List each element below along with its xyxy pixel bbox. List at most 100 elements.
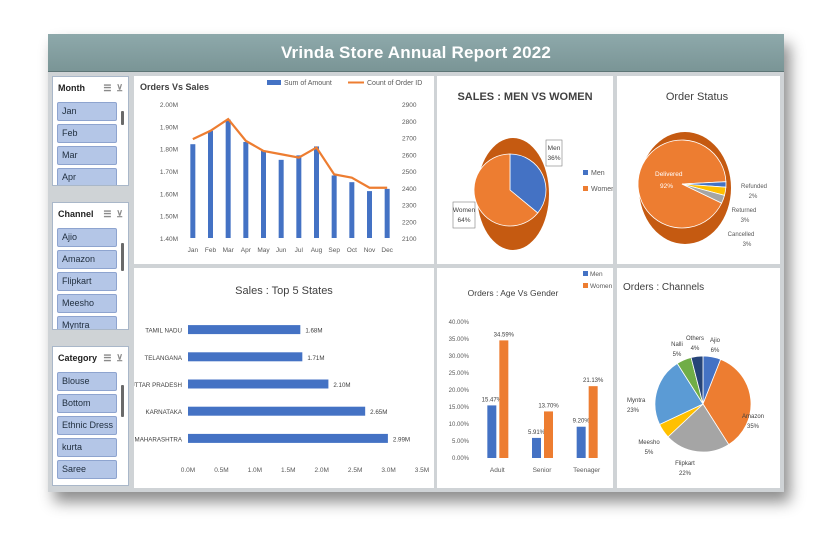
data-label-men-value: 36% xyxy=(547,155,560,162)
multi-select-icon[interactable]: ☰ xyxy=(103,208,112,219)
slicer-item-ethnic-dress[interactable]: Ethnic Dress xyxy=(57,416,117,435)
x-tick-label: Aug xyxy=(311,247,323,254)
dashboard-frame: Vrinda Store Annual Report 2022 Month ☰ … xyxy=(48,34,784,492)
bar-karnataka xyxy=(188,406,366,416)
bar-sum-of-amount-aug xyxy=(314,146,319,238)
legend-swatch-women xyxy=(583,283,588,288)
right-tick-label: 2700 xyxy=(402,136,417,143)
data-label-women-value: 64% xyxy=(457,217,470,224)
category-slicer: Category ☰ ⊻ Blouse Bottom Ethnic Dress … xyxy=(52,346,129,486)
chart-title: Orders Vs Sales xyxy=(140,82,209,92)
bar-sum-of-amount-sep xyxy=(331,175,337,238)
y-tick-label: TAMIL NADU xyxy=(145,328,182,335)
left-tick-label: 1.40M xyxy=(160,236,178,243)
slicer-item-bottom[interactable]: Bottom xyxy=(57,394,117,413)
right-tick-label: 2600 xyxy=(402,152,417,159)
chart-title: Orders : Age Vs Gender xyxy=(468,288,559,298)
data-label-delivered-value: 92% xyxy=(660,183,673,190)
legend-label-women: Women xyxy=(591,186,613,193)
data-label-flipkart-value: 22% xyxy=(679,471,692,477)
data-label-cancelled-name: Cancelled xyxy=(728,232,755,238)
y-tick-label: 30.00% xyxy=(449,354,470,360)
slicer-item-meesho[interactable]: Meesho xyxy=(57,294,117,313)
data-label-returned-value: 3% xyxy=(741,218,750,224)
top-states-chart: Sales : Top 5 States TAMIL NADU 1.68M TELAN… xyxy=(134,285,429,474)
x-tick-label: 3.0M xyxy=(381,467,395,474)
bar-sum-of-amount-jun xyxy=(278,159,284,238)
category-slicer-scrollbar[interactable] xyxy=(121,385,124,417)
y-tick-label: 15.00% xyxy=(449,405,470,411)
slicer-item-mar[interactable]: Mar xyxy=(57,146,117,165)
right-tick-label: 2200 xyxy=(402,219,417,226)
x-tick-label: Adult xyxy=(490,467,505,474)
left-tick-label: 1.60M xyxy=(160,191,178,198)
data-label-myntra-name: Myntra xyxy=(627,398,646,404)
y-tick-label: 25.00% xyxy=(449,371,470,377)
x-tick-label: 2.0M xyxy=(314,467,328,474)
slicer-item-amazon[interactable]: Amazon xyxy=(57,250,117,269)
right-tick-label: 2300 xyxy=(402,203,417,210)
clear-filter-icon[interactable]: ⊻ xyxy=(116,82,123,93)
x-tick-label: 0.5M xyxy=(214,467,228,474)
right-tick-label: 2800 xyxy=(402,119,417,126)
x-tick-label: Dec xyxy=(381,247,393,254)
channel-slicer-title: Channel xyxy=(58,209,94,219)
age-vs-gender-panel: Orders : Age Vs Gender Men Women 40.00% 35.0… xyxy=(437,268,613,488)
data-label-men-name: Men xyxy=(548,145,561,152)
legend-swatch-sum-of-amount xyxy=(267,80,281,85)
bar-uttar-pradesh xyxy=(188,379,329,389)
data-label-amazon-value: 35% xyxy=(747,424,760,430)
y-tick-label: TELANGANA xyxy=(145,355,183,362)
x-tick-label: Senior xyxy=(533,467,553,474)
multi-select-icon[interactable]: ☰ xyxy=(103,82,112,93)
x-tick-label: Jan xyxy=(188,247,199,254)
bar-sum-of-amount-jan xyxy=(190,144,196,238)
data-label-returned-name: Returned xyxy=(732,208,757,214)
data-label-meesho-value: 5% xyxy=(645,450,654,456)
legend-label-count-of-order-id: Count of Order ID xyxy=(367,80,422,87)
channel-slicer-header: Channel ☰ ⊻ xyxy=(53,203,128,225)
bar-sum-of-amount-dec xyxy=(384,188,390,238)
multi-select-icon[interactable]: ☰ xyxy=(103,352,112,363)
y-tick-label: 10.00% xyxy=(449,422,470,428)
month-slicer-scrollbar[interactable] xyxy=(121,111,124,125)
data-label-ajio-value: 6% xyxy=(711,348,720,354)
x-tick-label: May xyxy=(257,247,270,254)
y-tick-label: 35.00% xyxy=(449,337,470,343)
slicer-item-kurta[interactable]: kurta xyxy=(57,438,117,457)
legend-swatch-women xyxy=(583,186,588,191)
bar-sum-of-amount-may xyxy=(261,150,266,238)
slicer-item-jan[interactable]: Jan xyxy=(57,102,117,121)
slicer-item-blouse[interactable]: Blouse xyxy=(57,372,117,391)
slicer-item-ajio[interactable]: Ajio xyxy=(57,228,117,247)
age-vs-gender-chart: Orders : Age Vs Gender Men Women 40.00% 35.0… xyxy=(449,271,613,474)
legend-label-sum-of-amount: Sum of Amount xyxy=(284,80,332,87)
slicer-item-myntra[interactable]: Myntra xyxy=(57,316,117,329)
data-label-amazon-name: Amazon xyxy=(742,414,764,420)
month-slicer-header: Month ☰ ⊻ xyxy=(53,77,128,99)
slicer-item-feb[interactable]: Feb xyxy=(57,124,117,143)
data-label-box-women xyxy=(452,201,476,229)
pie-slice-men xyxy=(509,153,547,214)
data-label-maharashtra: 2.99M xyxy=(393,436,410,443)
left-tick-label: 1.70M xyxy=(160,169,178,176)
x-tick-label: Jul xyxy=(295,247,304,254)
data-label-box-men xyxy=(545,139,563,167)
legend-label-women: Women xyxy=(590,283,613,290)
slicer-item-flipkart[interactable]: Flipkart xyxy=(57,272,117,291)
chart-title: Orders : Channels xyxy=(623,282,704,293)
bar-sum-of-amount-mar xyxy=(225,119,231,238)
channel-slicer-scrollbar[interactable] xyxy=(121,243,124,271)
line-count-of-order-id xyxy=(192,117,388,189)
right-tick-label: 2500 xyxy=(402,169,417,176)
y-tick-label: 20.00% xyxy=(449,388,470,394)
data-label-women-adult: 34.59% xyxy=(494,332,515,338)
clear-filter-icon[interactable]: ⊻ xyxy=(116,352,123,363)
data-label-men-adult: 15.47% xyxy=(482,397,503,403)
data-label-karnataka: 2.65M xyxy=(370,409,387,416)
data-label-women-senior: 13.70% xyxy=(538,403,559,409)
right-tick-label: 2100 xyxy=(402,236,417,243)
clear-filter-icon[interactable]: ⊻ xyxy=(116,208,123,219)
slicer-item-saree[interactable]: Saree xyxy=(57,460,117,479)
slicer-item-apr[interactable]: Apr xyxy=(57,168,117,185)
